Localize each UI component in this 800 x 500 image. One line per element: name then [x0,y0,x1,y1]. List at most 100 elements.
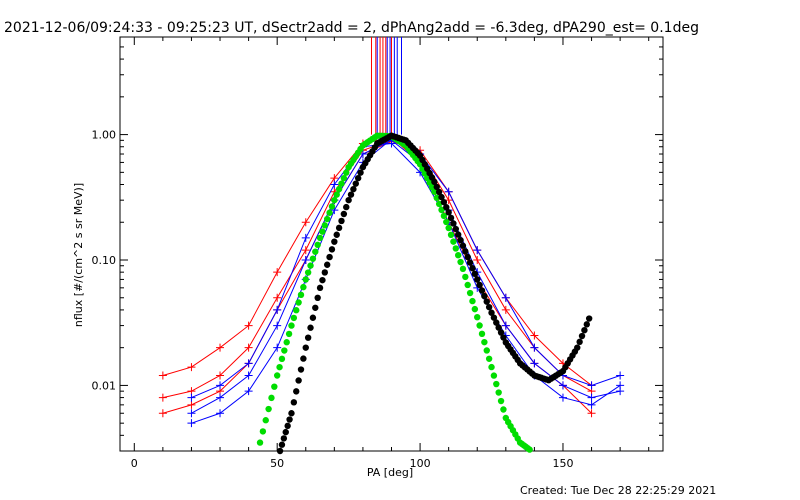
x-tick-label: 100 [410,457,431,470]
data-point-red [301,246,310,255]
fit-point-black [431,178,438,186]
data-point-red [473,256,482,265]
fit-point-green [297,291,305,299]
fit-point-black [323,261,331,268]
data-point-blue [273,343,282,352]
fit-point-green [281,347,288,354]
fit-point-green [300,283,307,291]
fit-point-green [459,265,467,273]
data-point-blue [216,409,225,418]
fit-point-black [300,355,307,362]
fit-point-green [331,196,338,204]
fit-point-green [493,380,500,388]
created-timestamp: Created: Tue Dec 28 22:25:29 2021 [520,484,716,497]
fit-point-green [262,417,269,424]
data-point-red [216,343,225,352]
fit-point-black [493,319,500,326]
fit-point-black [440,198,448,206]
fit-point-green [309,255,317,262]
fit-point-black [347,191,355,198]
fit-point-black [462,248,469,255]
fit-point-black [474,276,481,283]
fit-point-black [483,298,490,305]
fit-point-black [316,284,324,292]
data-point-blue [587,400,596,409]
x-tick-label: 50 [270,457,284,470]
fit-point-black [307,324,314,331]
data-point-blue [387,139,396,148]
data-point-red [187,363,196,372]
fit-point-black [302,344,309,351]
data-point-blue [473,246,482,255]
data-point-blue [187,393,196,402]
data-point-blue [273,305,282,314]
x-tick-label: 0 [131,457,138,470]
fit-point-black [333,231,340,238]
x-axis-label: PA [deg] [367,466,413,479]
fit-point-green [466,289,474,297]
fit-point-green [256,439,264,446]
fit-point-green [265,405,272,413]
data-point-blue [273,321,282,330]
fit-point-green [295,299,302,306]
chart-title: 2021-12-06/09:24:33 - 09:25:23 UT, dSect… [4,20,699,36]
fit-point-black [354,174,362,182]
fit-point-green [481,338,488,346]
fit-point-green [333,191,340,198]
fit-point-green [464,281,471,289]
fit-point-green [288,322,295,329]
fit-point-green [471,305,479,313]
fit-point-green [462,273,469,281]
data-point-red [158,371,167,380]
data-point-blue [501,293,510,302]
fit-point-green [321,222,329,229]
fit-point-black [309,314,317,321]
fit-point-black [304,334,312,341]
fit-point-green [302,276,309,283]
data-point-blue [301,233,310,242]
fit-point-black [452,225,460,233]
fit-point-black [471,270,479,278]
series-line-blue [191,139,621,414]
fit-point-green [273,372,281,379]
fit-point-green [276,363,283,371]
fit-point-green [343,169,350,176]
data-point-blue [444,187,453,196]
fit-point-green [259,428,267,435]
fit-point-green [326,209,333,216]
fit-point-black [583,321,590,328]
fit-point-black [286,416,293,423]
fit-point-green [335,185,343,193]
fit-point-green [338,180,345,187]
data-point-blue [501,321,510,330]
y-axis-label: nflux [#/(cm^2 s sr MeV)] [72,183,85,327]
fit-point-green [478,330,486,338]
data-point-red [273,268,282,277]
fit-point-black [278,441,286,448]
fit-point-green [268,394,275,402]
fit-point-black [576,338,583,346]
fit-point-black [284,422,291,430]
fit-point-black [328,246,336,253]
fit-point-green [485,355,493,362]
fit-point-black [445,209,452,216]
data-point-blue [216,381,225,390]
data-point-blue [616,371,625,380]
fit-point-black [488,309,495,316]
data-point-blue [558,381,567,390]
data-point-blue [244,387,253,396]
fit-point-black [335,224,343,232]
fit-point-black [443,204,450,211]
fit-point-green [316,234,324,242]
data-point-red [301,218,310,227]
fit-point-black [481,292,488,300]
data-point-blue [587,381,596,390]
fit-point-black [478,287,486,294]
fit-point-black [280,435,288,442]
fit-point-black [435,188,443,196]
data-point-red [187,400,196,409]
data-point-blue [530,343,539,352]
fit-point-black [321,269,329,276]
fit-point-black [276,447,284,455]
